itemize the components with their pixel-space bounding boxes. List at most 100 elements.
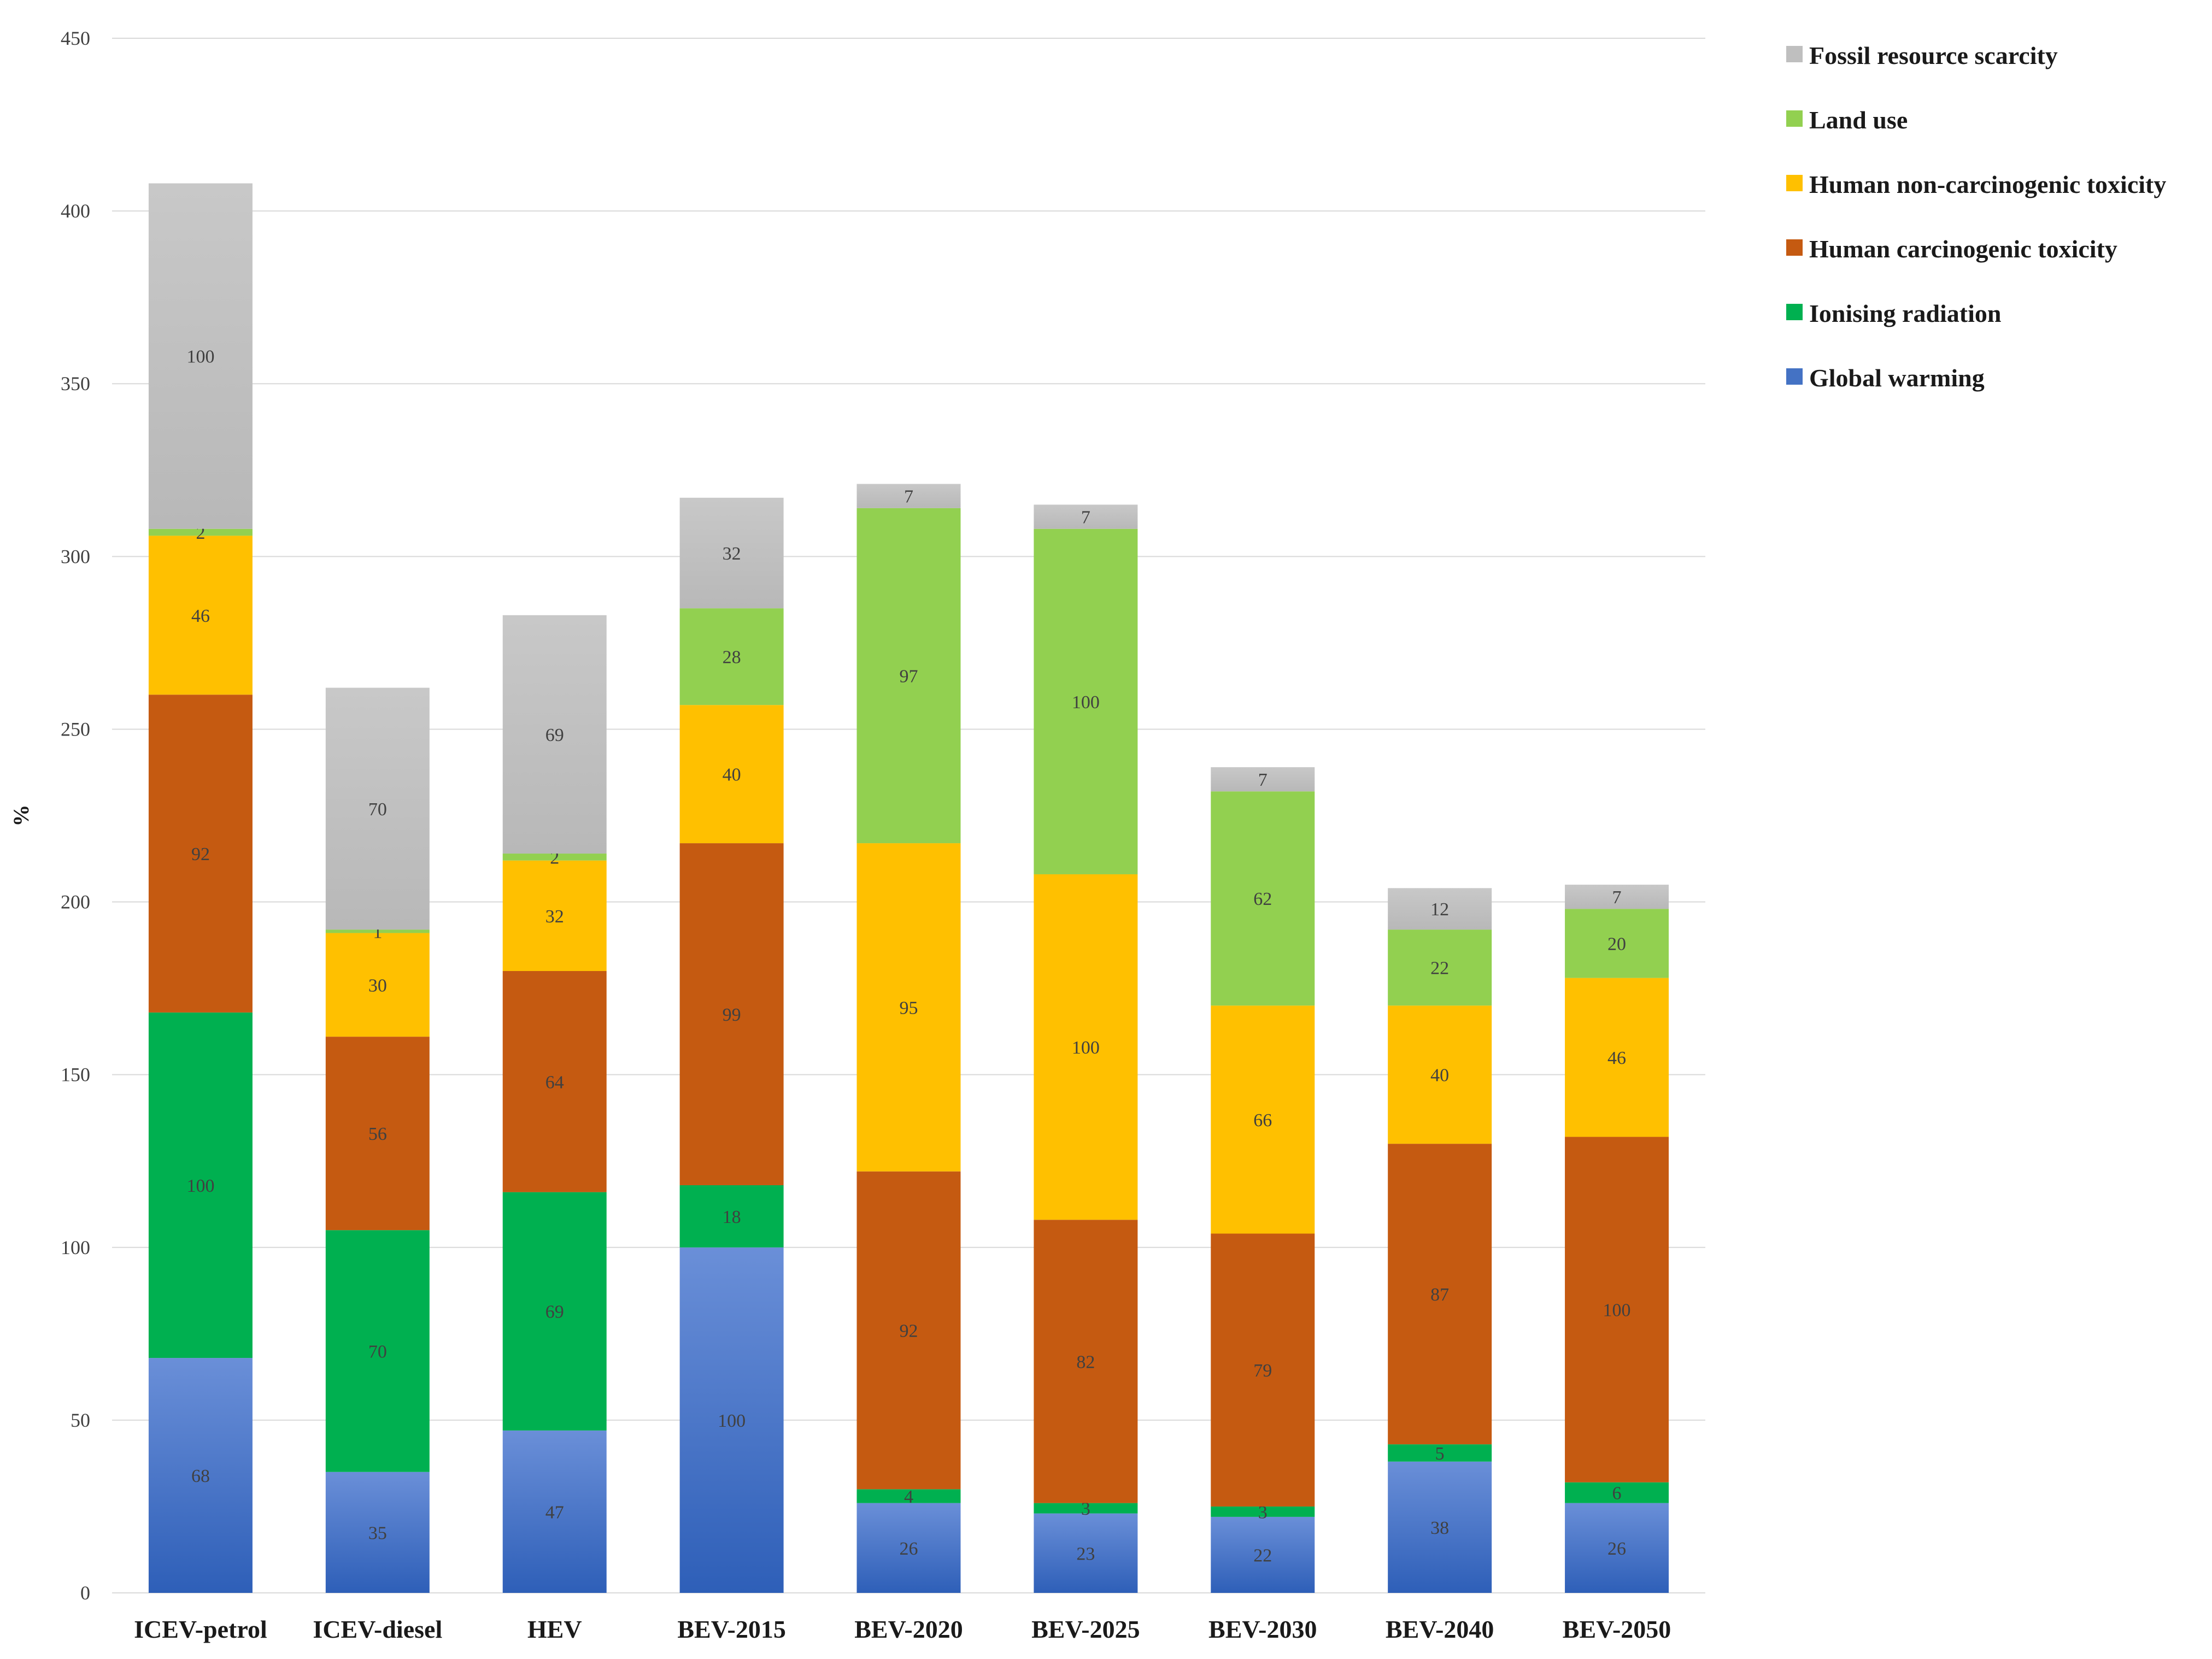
x-axis: ICEV-petrol ICEV-diesel HEV BEV-2015 BEV-202… bbox=[134, 1615, 1671, 1643]
bar-segment bbox=[679, 705, 784, 844]
bar-segment bbox=[856, 484, 961, 508]
data-label: 26 bbox=[1607, 1539, 1626, 1559]
data-label: 40 bbox=[1430, 1066, 1449, 1086]
bar-segment bbox=[1034, 528, 1138, 874]
bar-segment bbox=[502, 971, 607, 1192]
bar-segment bbox=[148, 1012, 253, 1358]
bar-segment bbox=[1211, 1233, 1315, 1507]
data-label: 40 bbox=[723, 765, 741, 785]
data-label: 32 bbox=[723, 544, 741, 564]
bar-segment bbox=[325, 929, 430, 933]
data-label: 100 bbox=[186, 347, 214, 367]
bar-segment bbox=[1034, 874, 1138, 1220]
x-tick-label: BEV-2040 bbox=[1386, 1615, 1494, 1643]
bar-segment bbox=[856, 1503, 961, 1593]
legend-item: Human carcinogenic toxicity bbox=[1786, 235, 2117, 263]
bar-segment bbox=[856, 843, 961, 1172]
bar-segment bbox=[856, 1489, 961, 1503]
legend-item: Ionising radiation bbox=[1786, 299, 2002, 327]
y-tick-label: 0 bbox=[80, 1582, 90, 1604]
bar-segment bbox=[502, 1192, 607, 1431]
bar-segment bbox=[679, 1247, 784, 1593]
data-label: 100 bbox=[186, 1176, 214, 1196]
x-tick-label: BEV-2030 bbox=[1208, 1615, 1317, 1643]
data-label: 3 bbox=[1081, 1499, 1090, 1519]
bar-segment bbox=[1388, 1461, 1492, 1593]
bar-segment bbox=[1211, 1005, 1315, 1234]
legend-swatch bbox=[1786, 239, 1803, 256]
legend-item: Human non-carcinogenic toxicity bbox=[1786, 170, 2166, 198]
x-tick-label: BEV-2025 bbox=[1031, 1615, 1140, 1643]
x-tick-label: BEV-2015 bbox=[677, 1615, 786, 1643]
bar-segment bbox=[856, 508, 961, 844]
bar-segment bbox=[325, 1037, 430, 1231]
bar-segment bbox=[1565, 1503, 1669, 1593]
bars: 6810092462100357056301704769643226910018… bbox=[148, 183, 1669, 1593]
data-label: 87 bbox=[1430, 1285, 1449, 1305]
bar-segment bbox=[1565, 1482, 1669, 1503]
bar-segment bbox=[679, 497, 784, 609]
legend-label: Human carcinogenic toxicity bbox=[1809, 235, 2117, 263]
bar-segment bbox=[1034, 1220, 1138, 1503]
data-label: 32 bbox=[545, 907, 564, 927]
bar-segment bbox=[1565, 884, 1669, 909]
y-tick-label: 250 bbox=[61, 718, 90, 740]
data-label: 22 bbox=[1253, 1545, 1272, 1566]
x-tick-label: BEV-2050 bbox=[1563, 1615, 1671, 1643]
legend: Fossil resource scarcity Land use Human no… bbox=[1786, 42, 2166, 392]
bar-segment bbox=[325, 1472, 430, 1593]
data-label: 46 bbox=[1607, 1048, 1626, 1068]
bar-segment bbox=[502, 1430, 607, 1593]
x-tick-label: ICEV-diesel bbox=[313, 1615, 442, 1643]
bar-segment bbox=[1565, 978, 1669, 1137]
bar-segment bbox=[325, 687, 430, 930]
bar-segment bbox=[1565, 1137, 1669, 1482]
bar-segment bbox=[1388, 929, 1492, 1006]
y-axis-label: % bbox=[9, 805, 33, 827]
bar-segment bbox=[148, 1358, 253, 1593]
data-label: 56 bbox=[368, 1124, 387, 1144]
x-tick-label: ICEV-petrol bbox=[134, 1615, 267, 1643]
legend-label: Fossil resource scarcity bbox=[1809, 42, 2058, 69]
legend-label: Human non-carcinogenic toxicity bbox=[1809, 170, 2166, 198]
data-label: 4 bbox=[904, 1487, 913, 1507]
data-label: 7 bbox=[1258, 770, 1268, 790]
data-label: 95 bbox=[900, 998, 918, 1018]
data-label: 100 bbox=[1072, 1038, 1100, 1058]
bar-segment bbox=[679, 608, 784, 705]
data-label: 100 bbox=[1603, 1301, 1631, 1321]
y-axis: 0 50 100 150 200 250 300 350 400 450 bbox=[61, 27, 90, 1604]
data-label: 12 bbox=[1430, 899, 1449, 920]
data-label: 28 bbox=[723, 648, 741, 668]
data-label: 92 bbox=[191, 844, 210, 864]
legend-swatch bbox=[1786, 46, 1803, 62]
y-tick-label: 400 bbox=[61, 200, 90, 222]
data-label: 100 bbox=[1072, 692, 1100, 713]
bar-segment bbox=[1388, 1444, 1492, 1462]
bar-segment bbox=[502, 860, 607, 971]
y-tick-label: 200 bbox=[61, 891, 90, 913]
bar-segment bbox=[325, 933, 430, 1037]
bar-segment bbox=[502, 854, 607, 861]
bar-segment bbox=[1388, 1005, 1492, 1144]
y-tick-label: 50 bbox=[71, 1409, 90, 1431]
legend-label: Land use bbox=[1809, 106, 1908, 134]
data-label: 66 bbox=[1253, 1110, 1272, 1131]
bar-segment bbox=[1565, 909, 1669, 978]
data-label: 64 bbox=[545, 1072, 564, 1092]
bar-segment bbox=[148, 183, 253, 529]
data-label: 69 bbox=[545, 1302, 564, 1322]
y-tick-label: 350 bbox=[61, 373, 90, 395]
legend-swatch bbox=[1786, 368, 1803, 385]
data-label: 23 bbox=[1076, 1544, 1095, 1564]
y-tick-label: 300 bbox=[61, 545, 90, 567]
data-label: 47 bbox=[545, 1502, 564, 1522]
bar-segment bbox=[148, 695, 253, 1013]
bar-segment bbox=[1388, 888, 1492, 930]
bar-segment bbox=[1211, 1506, 1315, 1517]
data-label: 82 bbox=[1076, 1352, 1095, 1372]
bar-segment bbox=[325, 1230, 430, 1472]
